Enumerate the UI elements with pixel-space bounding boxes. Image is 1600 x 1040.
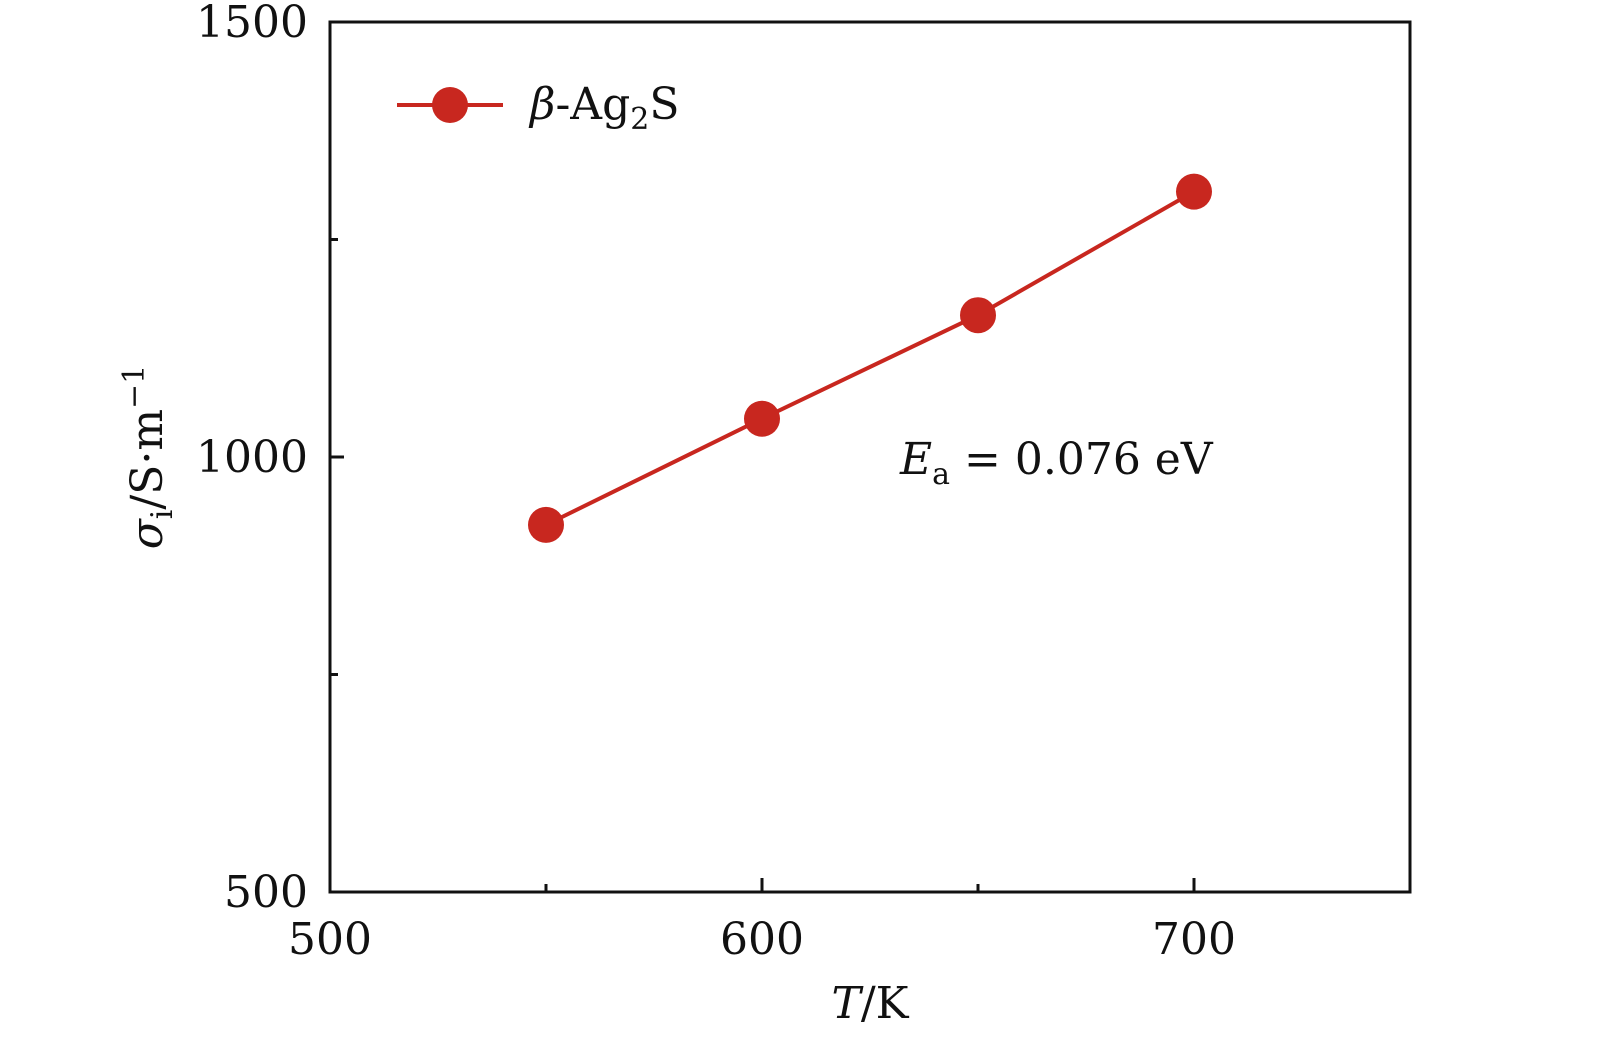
legend: β-Ag2S [397, 79, 680, 137]
data-point [1176, 173, 1212, 210]
x-ticks: 500 600 700 [288, 878, 1236, 965]
plot-frame [328, 20, 1412, 894]
x-axis-title: T/K [831, 978, 909, 1029]
legend-label: β-Ag2S [528, 79, 680, 137]
series-line [545, 189, 1195, 527]
y-tick-label: 1000 [196, 432, 308, 483]
x-tick-label: 700 [1152, 914, 1236, 965]
y-ticks: 500 1000 1500 [196, 0, 344, 918]
legend-marker [432, 87, 468, 123]
y-axis-title: σi/S·m−1 [117, 365, 180, 550]
x-tick-label: 500 [288, 914, 372, 965]
x-tick-label: 600 [720, 914, 804, 965]
y-tick-label: 500 [224, 867, 308, 918]
y-tick-label: 1500 [196, 0, 308, 48]
data-point [960, 297, 996, 334]
data-point [744, 400, 780, 437]
activation-energy-annotation: Ea = 0.076 eV [899, 434, 1214, 492]
data-point [528, 506, 564, 543]
series-layer [528, 173, 1212, 543]
